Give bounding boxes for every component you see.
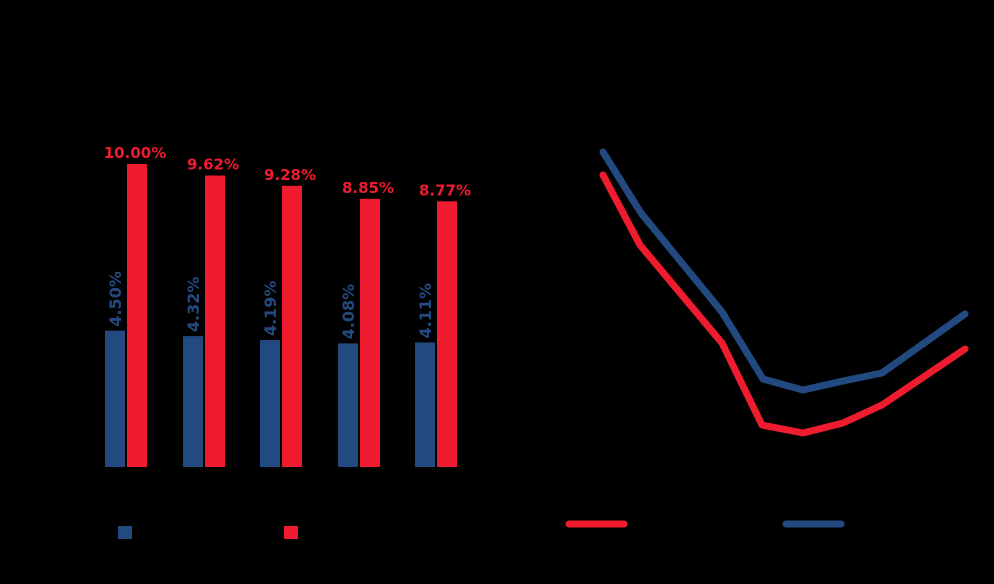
legend-swatch-red (284, 526, 298, 539)
bar-label-blue: 4.32% (184, 277, 203, 333)
bar-label-blue: 4.19% (261, 281, 280, 337)
bar-red (127, 164, 147, 467)
line-series-red (599, 171, 969, 437)
bar-group: 4.50% 10.00% (104, 144, 166, 467)
bar-red (437, 201, 457, 468)
bar-group: 4.11% 8.77% (415, 181, 471, 468)
bar-blue (183, 336, 203, 467)
bar-blue (260, 340, 280, 467)
bar-label-red: 9.28% (264, 166, 316, 184)
bar-group: 4.19% 9.28% (260, 166, 316, 468)
bar-red (360, 198, 380, 467)
legends (118, 520, 845, 539)
bar-label-red: 10.00% (104, 144, 166, 162)
bar-red (205, 175, 225, 467)
bar-group: 4.08% 8.85% (338, 179, 394, 467)
bar-group: 4.32% 9.62% (183, 156, 239, 467)
legend-swatch-blue (118, 526, 132, 539)
bar-chart: 4.50% 10.00% 4.32% 9.62% 4.19% 9.28% 4.08% 8.85… (104, 144, 471, 468)
bar-blue (338, 343, 358, 467)
line-chart (599, 148, 969, 437)
bar-label-blue: 4.08% (339, 284, 358, 340)
bar-label-blue: 4.11% (416, 283, 435, 339)
bar-label-blue: 4.50% (106, 271, 125, 327)
bar-blue (415, 342, 435, 467)
bar-blue (105, 330, 125, 467)
bar-label-red: 9.62% (187, 156, 239, 174)
bar-red (282, 185, 302, 468)
bar-label-red: 8.85% (342, 179, 394, 197)
bar-label-red: 8.77% (419, 181, 471, 199)
line-series-blue (599, 148, 969, 394)
